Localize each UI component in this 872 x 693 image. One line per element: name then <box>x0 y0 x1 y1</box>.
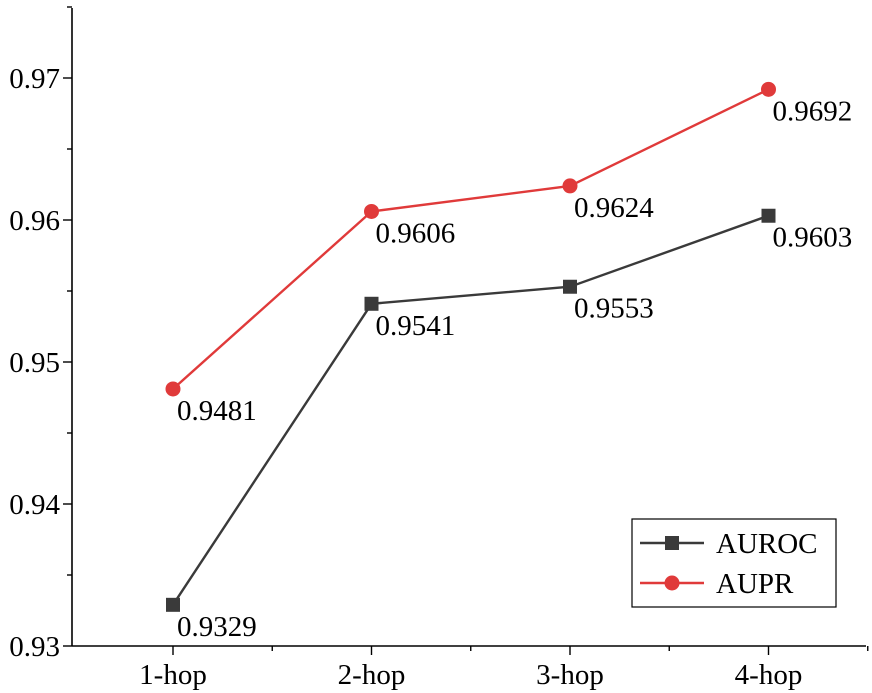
series-aupr: 0.9481 0.9606 0.9624 0.9692 <box>165 81 853 427</box>
series-auroc: 0.9329 0.9541 0.9553 0.9603 <box>166 208 853 643</box>
data-label: 0.9553 <box>574 293 654 325</box>
legend-label: AUPR <box>716 568 794 600</box>
x-axis-ticks: 1-hop 2-hop 3-hop 4-hop <box>139 646 869 691</box>
series-line <box>172 88 770 390</box>
y-axis-ticks: 0.93 0.94 0.95 0.96 0.97 <box>9 6 72 663</box>
legend-item-aupr: AUPR <box>640 568 794 600</box>
data-label: 0.9541 <box>376 310 456 342</box>
data-point <box>562 178 578 194</box>
data-point <box>761 208 776 223</box>
data-point <box>166 597 180 612</box>
data-point <box>165 381 181 397</box>
legend-label: AUROC <box>716 528 818 560</box>
series-line <box>171 214 769 606</box>
series-layer: 0.9329 0.9541 0.9553 0.9603 0.9481 0.9606 0.96… <box>165 81 853 643</box>
x-tick-label: 3-hop <box>536 659 604 691</box>
data-label: 0.9603 <box>773 222 853 254</box>
y-tick-label: 0.96 <box>9 205 60 237</box>
data-point <box>364 203 379 219</box>
y-tick-label: 0.94 <box>9 489 60 521</box>
data-label: 0.9481 <box>177 395 257 427</box>
data-label: 0.9692 <box>773 95 853 127</box>
y-tick-label: 0.95 <box>9 347 60 379</box>
y-tick-label: 0.97 <box>9 63 60 95</box>
legend-box <box>631 518 837 608</box>
x-tick-label: 1-hop <box>139 659 207 691</box>
y-tick-label: 0.93 <box>9 631 60 663</box>
data-point <box>761 81 776 97</box>
data-label: 0.9329 <box>177 611 257 643</box>
data-label: 0.9624 <box>574 192 654 224</box>
legend-item-auroc: AUROC <box>640 528 818 560</box>
axes <box>71 8 866 647</box>
legend-marker <box>665 536 679 550</box>
legend-marker <box>664 575 680 591</box>
x-tick-label: 4-hop <box>735 659 803 691</box>
legend: AUROC AUPR <box>631 518 837 608</box>
data-point <box>563 279 577 294</box>
data-label: 0.9606 <box>376 217 456 249</box>
x-tick-label: 2-hop <box>338 659 406 691</box>
data-point <box>364 296 379 311</box>
